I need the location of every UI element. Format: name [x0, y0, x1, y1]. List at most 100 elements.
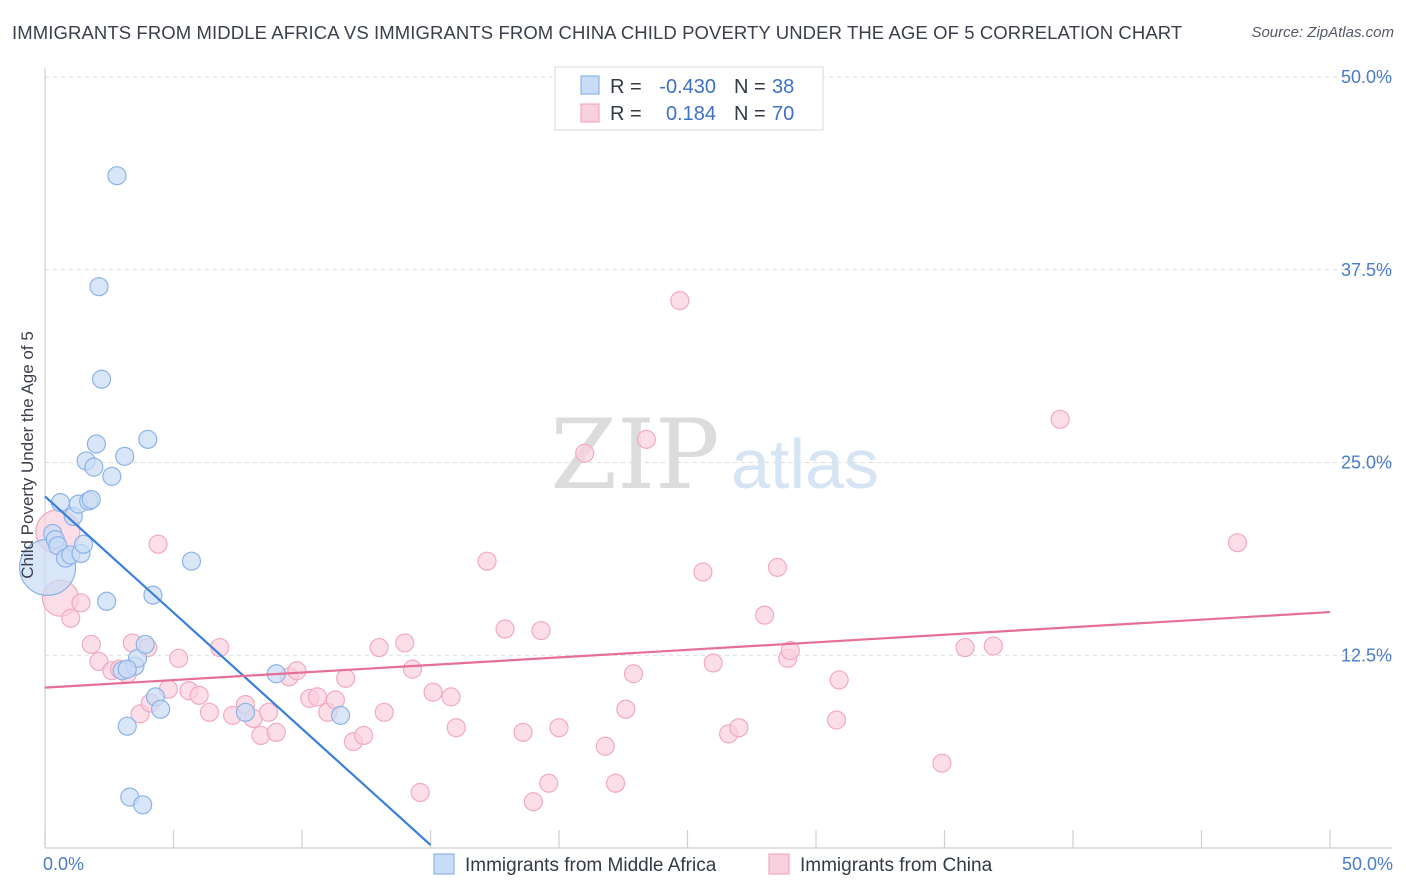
point-middle-africa-29 — [138, 429, 158, 449]
trend-line-china — [44, 610, 1331, 689]
legend-r-label-1: R = — [610, 76, 642, 98]
point-china-17 — [189, 685, 209, 705]
point-china-57 — [693, 562, 713, 582]
point-china-49 — [549, 718, 569, 738]
point-middle-africa-14 — [84, 457, 104, 477]
point-china-5 — [89, 651, 109, 672]
point-china-45 — [513, 722, 533, 742]
y-axis-label: Child Poverty Under the Age of 5 — [18, 331, 37, 579]
point-china-32 — [336, 668, 356, 688]
chart-title: IMMIGRANTS FROM MIDDLE AFRICA VS IMMIGRA… — [12, 22, 1183, 43]
point-china-56 — [670, 290, 690, 311]
trend-lines — [44, 495, 1331, 846]
point-china-71 — [1227, 533, 1248, 553]
point-china-48 — [539, 773, 559, 793]
series-middle-africa-points — [18, 166, 351, 815]
point-china-39 — [410, 782, 430, 803]
legend-r-value-1: -0.430 — [659, 76, 716, 98]
point-china-34 — [354, 725, 374, 746]
watermark-atlas: atlas — [731, 425, 879, 503]
point-china-41 — [441, 687, 461, 707]
gridlines — [45, 76, 1392, 656]
bottom-legend-swatch-middle-africa — [433, 853, 455, 875]
point-china-67 — [932, 753, 952, 773]
point-china-64 — [780, 641, 800, 661]
legend: R = -0.430 N = 38 R = 0.184 N = 70 — [554, 66, 824, 131]
point-china-29 — [307, 687, 328, 707]
point-china-70 — [1050, 409, 1070, 429]
y-tick-label-0: 12.5% — [1341, 645, 1392, 665]
point-middle-africa-23 — [117, 716, 137, 736]
point-china-50 — [575, 443, 595, 463]
series-china-points — [35, 290, 1248, 812]
point-china-3 — [71, 593, 91, 613]
point-middle-africa-17 — [91, 369, 112, 389]
watermark: ZIP atlas — [550, 399, 879, 511]
point-china-24 — [258, 702, 279, 722]
legend-n-label-1: N = — [734, 76, 766, 98]
point-china-51 — [595, 736, 615, 756]
point-china-42 — [446, 718, 466, 738]
bottom-legend-swatch-china — [768, 853, 790, 875]
point-china-61 — [754, 605, 775, 625]
point-china-60 — [729, 718, 749, 738]
legend-n-label-2: N = — [734, 103, 766, 125]
point-china-25 — [266, 722, 286, 742]
legend-box — [554, 66, 824, 131]
point-middle-africa-13 — [81, 489, 101, 510]
legend-n-value-1: 38 — [772, 76, 794, 98]
point-china-54 — [623, 664, 644, 684]
point-china-40 — [423, 682, 443, 702]
point-middle-africa-36 — [330, 705, 351, 725]
point-china-38 — [402, 659, 423, 679]
y-tick-label-3: 50.0% — [1341, 67, 1392, 87]
tick-labels: 12.5% 25.0% 37.5% 50.0% 0.0% 50.0% — [43, 67, 1393, 874]
point-china-66 — [829, 670, 849, 690]
bottom-legend-label-china: Immigrants from China — [800, 855, 993, 876]
point-china-36 — [374, 702, 394, 722]
legend-n-value-2: 70 — [772, 103, 794, 125]
point-middle-africa-22 — [115, 446, 135, 466]
point-china-53 — [616, 699, 636, 719]
legend-r-label-2: R = — [610, 103, 642, 125]
point-china-46 — [523, 792, 543, 812]
point-middle-africa-20 — [107, 166, 127, 186]
point-china-23 — [251, 725, 271, 746]
y-tick-label-2: 37.5% — [1341, 260, 1392, 280]
point-china-52 — [605, 773, 626, 793]
y-tick-label-1: 25.0% — [1341, 453, 1392, 473]
point-china-35 — [369, 637, 389, 658]
point-china-69 — [983, 636, 1003, 656]
point-middle-africa-27 — [133, 795, 153, 815]
point-china-68 — [955, 637, 975, 658]
axes — [44, 68, 1392, 849]
point-middle-africa-37 — [117, 659, 137, 679]
point-china-2 — [61, 608, 81, 628]
bottom-legend: Immigrants from Middle Africa Immigrants… — [433, 853, 993, 876]
point-china-43 — [477, 551, 497, 571]
point-china-65 — [826, 710, 847, 730]
point-china-27 — [287, 661, 307, 681]
point-china-44 — [495, 619, 515, 639]
point-china-58 — [703, 653, 723, 673]
point-china-62 — [767, 557, 788, 577]
point-china-13 — [148, 534, 168, 554]
point-middle-africa-16 — [89, 277, 109, 297]
point-china-4 — [81, 634, 101, 655]
legend-r-value-2: 0.184 — [666, 103, 716, 125]
trend-line-middle-africa — [44, 495, 432, 846]
point-middle-africa-33 — [181, 551, 202, 571]
point-middle-africa-19 — [102, 466, 122, 486]
point-middle-africa-18 — [97, 591, 117, 611]
point-china-15 — [169, 648, 189, 668]
point-middle-africa-10 — [73, 534, 94, 554]
point-china-37 — [395, 633, 415, 653]
point-middle-africa-32 — [151, 699, 171, 719]
point-middle-africa-15 — [86, 434, 107, 454]
bottom-legend-label-middle-africa: Immigrants from Middle Africa — [465, 855, 717, 876]
point-china-55 — [636, 429, 656, 449]
x-tick-label-1: 50.0% — [1342, 854, 1393, 874]
point-china-47 — [531, 620, 551, 641]
point-china-18 — [199, 702, 220, 722]
